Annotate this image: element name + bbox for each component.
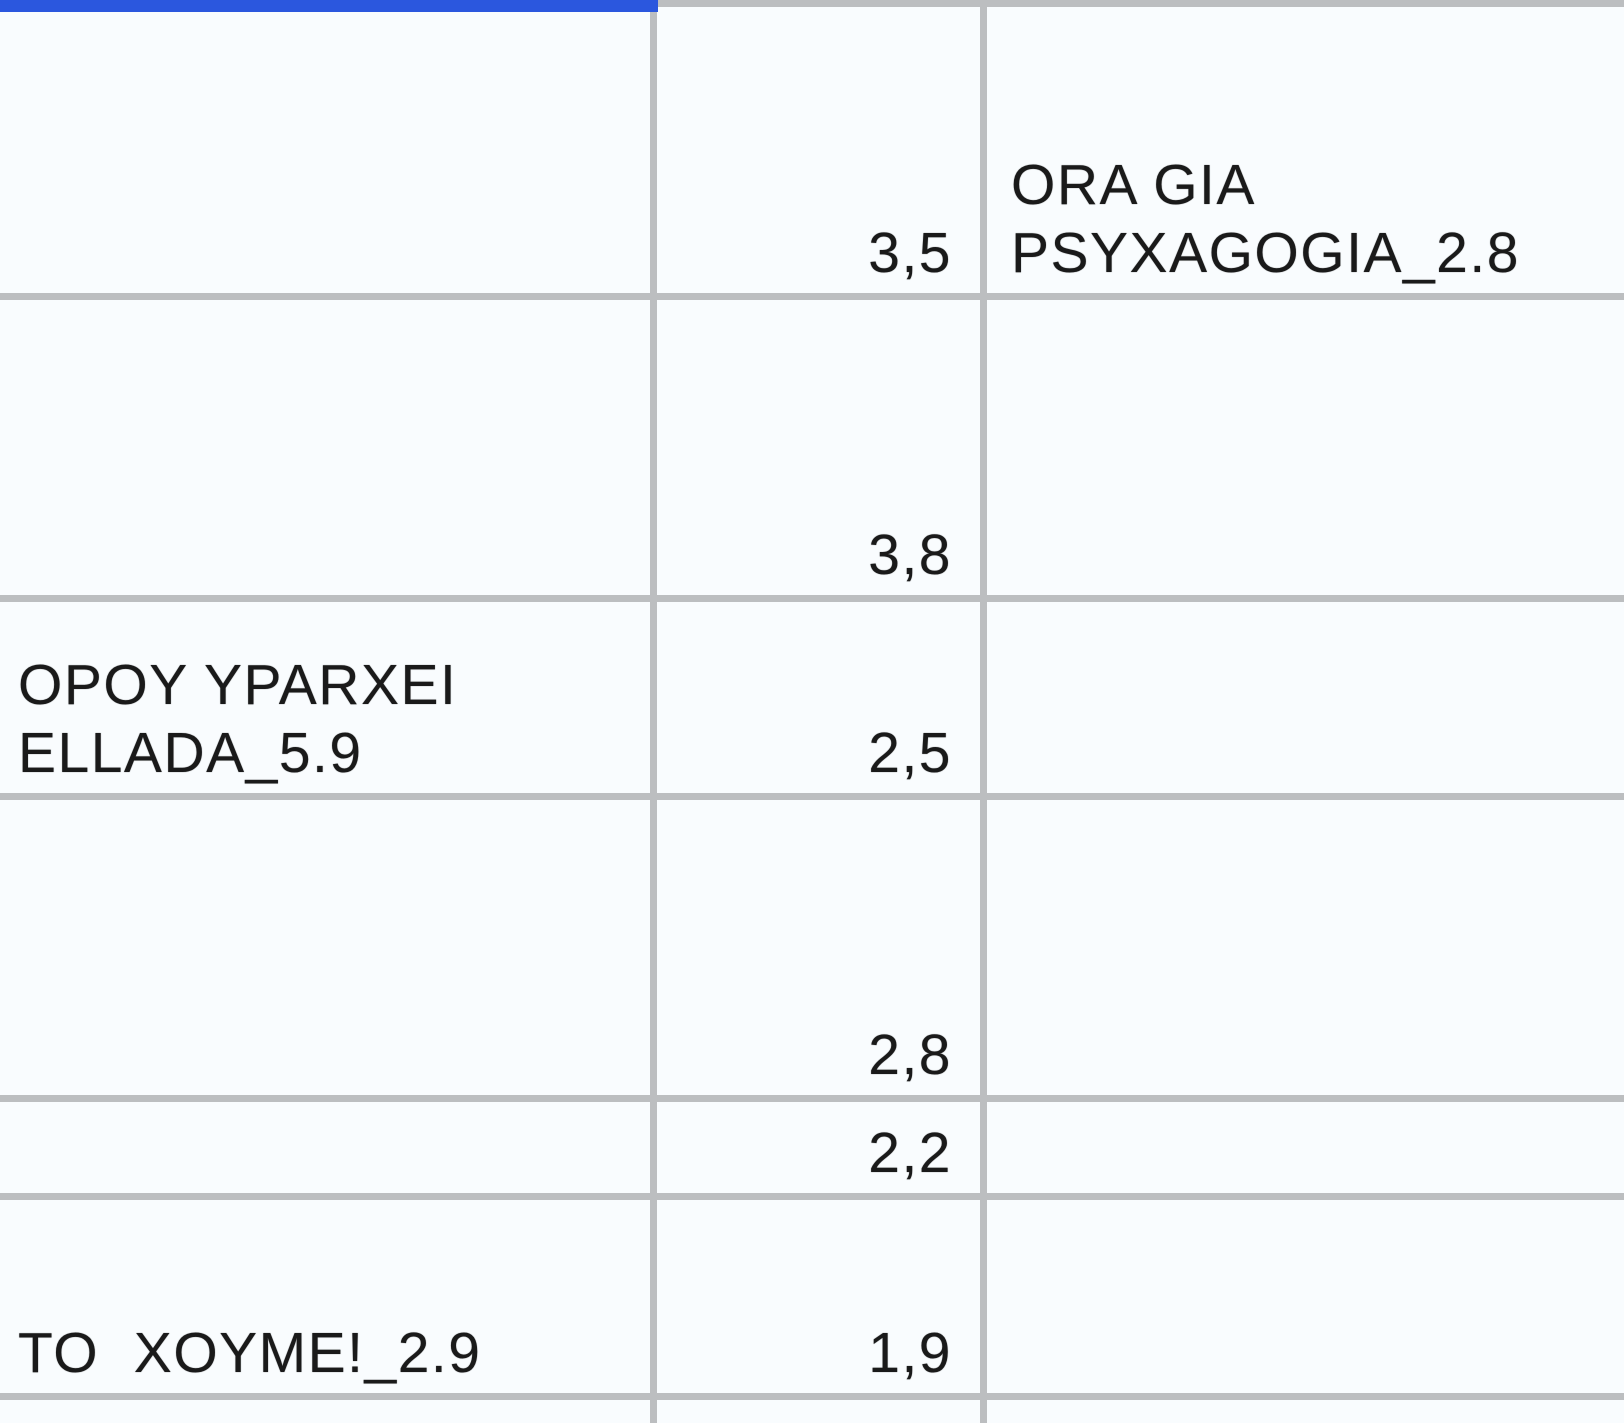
table-row: 3,5 ORA GIA PSYXAGOGIA_2.8 (0, 7, 1624, 300)
cell-program-right[interactable] (987, 300, 1624, 602)
cell-text: 3,5 (868, 221, 952, 285)
cell-program-left[interactable]: OPOY YPARXEI ELLADA_5.9 (0, 602, 657, 800)
cell-program-right[interactable] (987, 800, 1624, 1102)
cell-text: TO XOYME!_2.9 (18, 1321, 482, 1385)
table-row: 3,8 (0, 300, 1624, 602)
cell-program-left[interactable] (0, 1102, 657, 1200)
cell-text: OPOY YPARXEI ELLADA_5.9 (18, 653, 475, 785)
cell-program-left[interactable] (0, 800, 657, 1102)
cell-text: 2,2 (868, 1121, 952, 1185)
cell-program-right[interactable] (987, 1200, 1624, 1400)
cell-program-left[interactable] (0, 7, 657, 300)
cell-program-right[interactable]: ORA GIA PSYXAGOGIA_2.8 (987, 7, 1624, 300)
cell-program-right[interactable] (987, 1102, 1624, 1200)
cell-rating-value[interactable]: 1,9 (657, 1200, 987, 1400)
table-row: TO XOYME!_2.9 1,9 (0, 1200, 1624, 1400)
cell-rating-value[interactable] (657, 1400, 987, 1423)
cell-text: 2,8 (868, 1023, 952, 1087)
cell-text: ORA GIA PSYXAGOGIA_2.8 (1011, 153, 1520, 285)
cell-text: 2,5 (868, 721, 952, 785)
selection-border-bottom (0, 0, 658, 12)
cell-program-right[interactable] (987, 1400, 1624, 1423)
table-row: 2,2 (0, 1102, 1624, 1200)
cell-text: 1,9 (868, 1321, 952, 1385)
table-row: OPOY YPARXEI ELLADA_5.9 2,5 (0, 602, 1624, 800)
cell-program-left[interactable] (0, 1400, 657, 1423)
cell-rating-value[interactable]: 2,2 (657, 1102, 987, 1200)
table-row: 2,8 (0, 800, 1624, 1102)
cell-rating-value[interactable]: 2,5 (657, 602, 987, 800)
cell-program-left[interactable]: TO XOYME!_2.9 (0, 1200, 657, 1400)
cell-program-right[interactable] (987, 602, 1624, 800)
cell-rating-value[interactable]: 3,5 (657, 7, 987, 300)
table-row (0, 1400, 1624, 1423)
cell-program-left[interactable] (0, 300, 657, 602)
cell-text: 3,8 (868, 523, 952, 587)
cell-rating-value[interactable]: 2,8 (657, 800, 987, 1102)
cell-rating-value[interactable]: 3,8 (657, 300, 987, 602)
